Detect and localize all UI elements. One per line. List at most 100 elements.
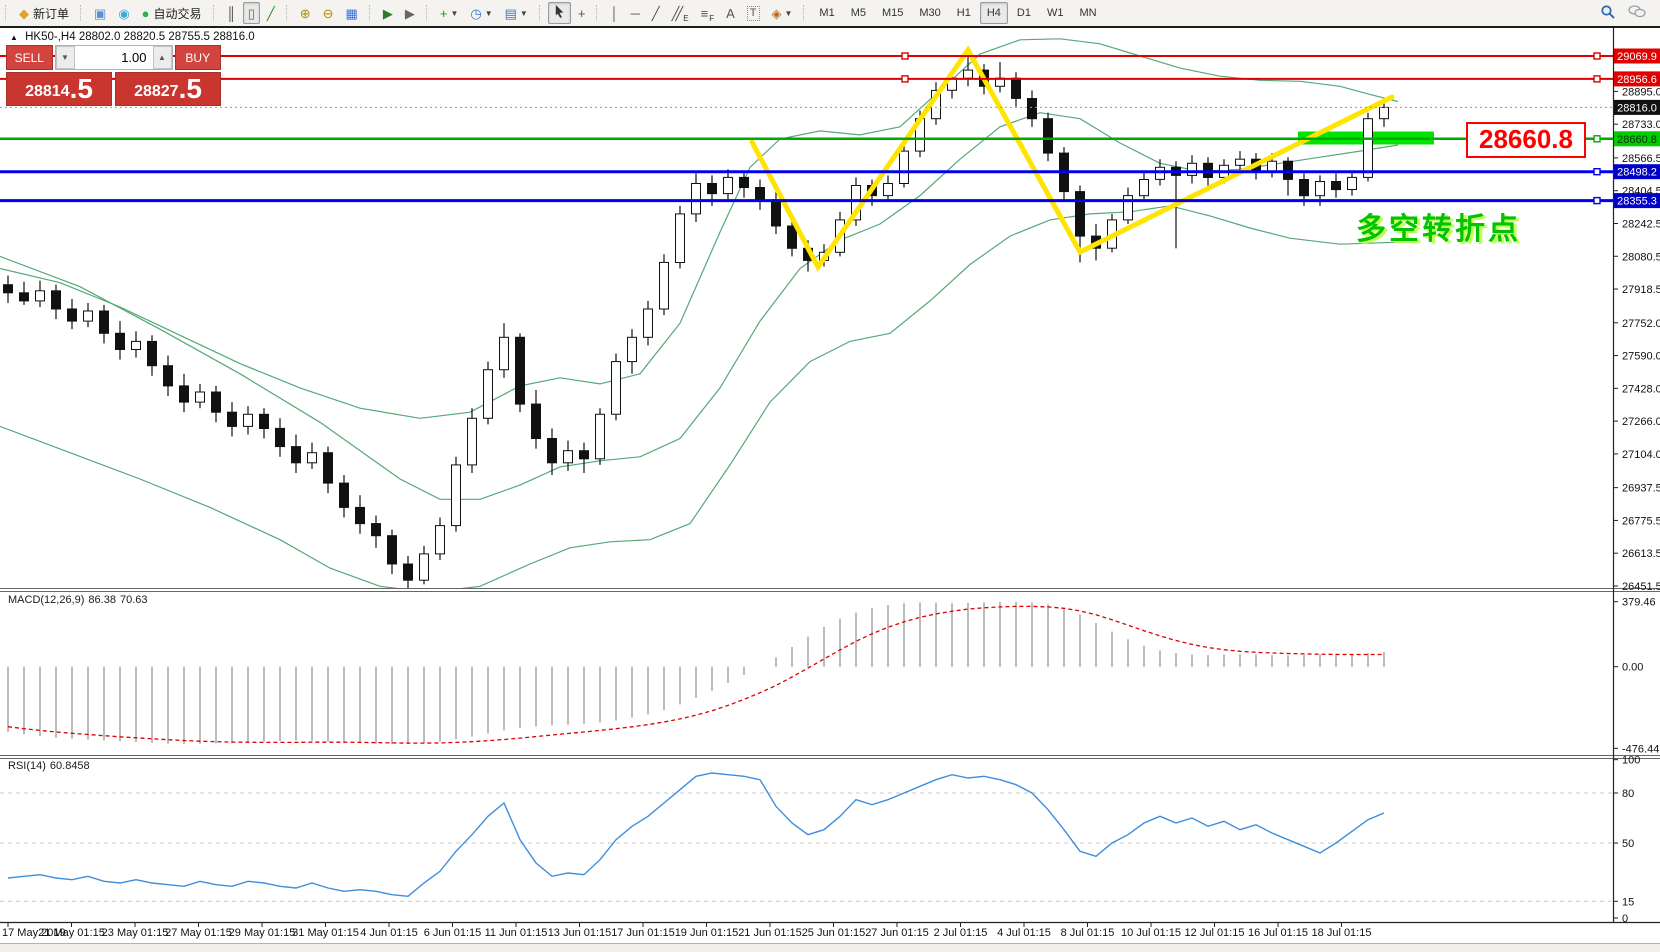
price-axis-label: 28895.0 (1622, 86, 1660, 98)
bar-chart-icon: ║ (226, 5, 236, 21)
label-button[interactable]: T (742, 2, 765, 24)
tf-d1-button[interactable]: D1 (1016, 7, 1031, 19)
time-axis-label: 23 May 01:15 (102, 927, 169, 939)
chevron-down-icon: ▼ (484, 8, 493, 18)
rsi-axis-label: 80 (1622, 788, 1634, 800)
chart-symbol-title: HK50-,H4 (25, 31, 76, 43)
search-button[interactable] (1595, 2, 1621, 24)
volume-input[interactable] (74, 46, 153, 69)
price-badge-value: 28660.8 (1617, 134, 1657, 146)
autotrading-button[interactable]: ● 自动交易 (141, 5, 202, 21)
equidistant-channel-icon: ╱╱ (671, 5, 683, 21)
chat-icon (1628, 4, 1646, 22)
time-axis-label: 4 Jun 01:15 (360, 927, 418, 939)
time-axis-label: 19 Jun 01:15 (675, 927, 739, 939)
macd-pane-label: MACD(12,26,9) 86.38 70.63 (8, 594, 148, 606)
toolbar-grip (285, 5, 290, 21)
profiles-button[interactable]: ▣ (89, 2, 111, 24)
fibonacci-button[interactable]: ≡ F (700, 5, 715, 24)
candle-chart-button[interactable]: ▯ (242, 2, 260, 24)
tf-h4-button[interactable]: H4 (979, 2, 1008, 24)
toolbar-grip (368, 5, 373, 21)
tf-m1-button[interactable]: M1 (819, 7, 835, 19)
line-handle[interactable] (1593, 52, 1601, 60)
market-watch-button[interactable]: ◉ (113, 2, 134, 24)
horizontal-line-button[interactable]: ─ (626, 2, 645, 24)
price-badge (1614, 193, 1660, 209)
price-axis-label: 27752.0 (1622, 318, 1660, 330)
bar-chart-button[interactable]: ║ (222, 2, 241, 24)
vertical-line-button[interactable]: │ (605, 2, 623, 24)
tile-windows-button[interactable]: ▦ (341, 2, 363, 24)
cursor-icon (553, 4, 566, 22)
search-icon (1600, 4, 1616, 23)
price-axis-label: 27428.0 (1622, 383, 1660, 395)
cursor-button[interactable] (547, 2, 571, 24)
toolbar-grip (425, 5, 430, 21)
buy-price-display: 28827.5 (115, 72, 221, 106)
line-handle[interactable] (1593, 196, 1601, 205)
chart-shift-icon: ▶ (404, 5, 415, 21)
tf-m15-button[interactable]: M15 (881, 7, 904, 19)
periods-button[interactable]: ◷ ▼ (465, 2, 497, 24)
time-axis-label: 4 Jul 01:15 (997, 927, 1051, 939)
new-order-button[interactable]: ◆ 新订单 (19, 5, 70, 21)
volume-increase-button[interactable]: ▲ (152, 46, 172, 69)
price-badge (1614, 48, 1660, 64)
macd-axis-label: -476.44 (1622, 743, 1659, 755)
templates-icon: ▤ (504, 5, 517, 21)
tf-m30-button[interactable]: M30 (919, 7, 941, 19)
toolbar-grip (803, 5, 807, 21)
label-icon: T (746, 5, 760, 21)
price-badge-value: 28498.2 (1617, 167, 1657, 179)
toolbar-grip (596, 5, 600, 21)
line-chart-button[interactable]: ╱ (262, 2, 280, 24)
price-badge (1614, 131, 1660, 147)
price-axis-label: 26937.5 (1622, 483, 1660, 495)
time-axis-label: 21 May 01:15 (38, 927, 105, 939)
line-handle[interactable] (901, 52, 909, 60)
turning-point-annotation[interactable]: 多空转折点 (1356, 213, 1521, 246)
zoom-out-button[interactable]: ⊖ (318, 2, 339, 24)
collapse-icon[interactable]: ▲ (10, 33, 18, 42)
rsi-axis-label: 50 (1622, 838, 1634, 850)
line-handle[interactable] (1593, 167, 1601, 176)
tf-h1-button[interactable]: H1 (956, 7, 971, 19)
autotrading-icon: ● (141, 5, 150, 21)
tf-mn-button[interactable]: MN (1079, 7, 1097, 19)
text-icon: A (726, 5, 735, 21)
fibonacci-icon: ≡ (700, 5, 709, 21)
rsi-pane (0, 772, 1613, 902)
tf-m5-button[interactable]: M5 (850, 7, 866, 19)
toolbar-grip (5, 5, 9, 21)
market-watch-icon: ◉ (118, 5, 130, 21)
chart-shift-button[interactable]: ▶ (400, 2, 420, 24)
auto-scroll-icon: ▶ (382, 5, 393, 21)
equidistant-channel-button[interactable]: ╱╱ E (671, 5, 689, 24)
price-badge (1614, 164, 1660, 180)
sell-button[interactable]: SELL (6, 45, 53, 70)
arrows-button[interactable]: ◈ ▼ (767, 2, 798, 24)
templates-button[interactable]: ▤ ▼ (500, 2, 533, 24)
crosshair-button[interactable]: + (573, 2, 591, 24)
zoom-in-button[interactable]: ⊕ (295, 2, 316, 24)
text-button[interactable]: A (721, 2, 740, 24)
line-handle[interactable] (1593, 135, 1601, 143)
price-axis-label: 28242.5 (1622, 218, 1660, 230)
chat-button[interactable] (1623, 2, 1651, 24)
zoom-in-icon: ⊕ (299, 5, 311, 21)
tf-w1-button[interactable]: W1 (1046, 7, 1064, 19)
time-axis-label: 13 Jun 01:15 (548, 927, 612, 939)
price-axis-label: 26451.5 (1622, 581, 1660, 593)
price-axis-label: 27590.0 (1622, 351, 1660, 363)
indicators-button[interactable]: + ▼ (435, 2, 464, 24)
trendline-button[interactable]: ╱ (647, 2, 665, 24)
buy-button[interactable]: BUY (174, 45, 221, 70)
volume-decrease-button[interactable]: ▼ (55, 46, 75, 69)
line-handle[interactable] (901, 75, 909, 83)
auto-scroll-button[interactable]: ▶ (378, 2, 398, 24)
line-handle[interactable] (1593, 75, 1601, 83)
price-level-text-box[interactable]: 28660.8 (1466, 122, 1586, 158)
